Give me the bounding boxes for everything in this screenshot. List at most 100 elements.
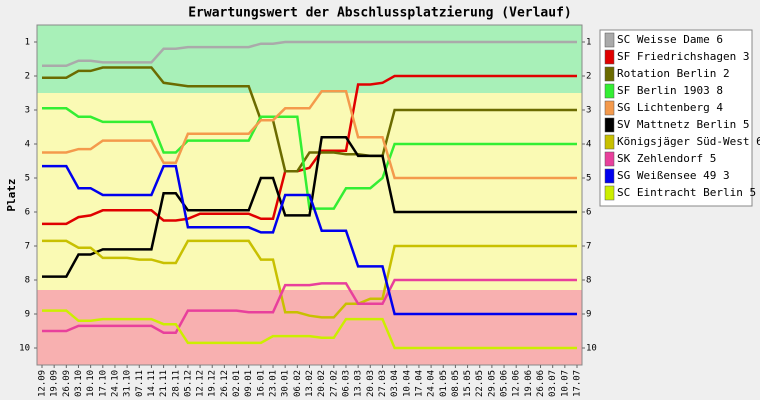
series-line (42, 66, 577, 173)
x-tick-label: 19.09 (50, 370, 60, 397)
legend-label: Rotation Berlin 2 (617, 67, 730, 80)
legend-swatch (604, 49, 615, 65)
x-tick-label: 26.06 (536, 370, 546, 397)
series-line (42, 278, 577, 334)
x-tick-label: 28.11 (171, 370, 181, 397)
y-tick-label: 4 (25, 140, 30, 150)
legend-swatch (604, 151, 615, 167)
x-tick-label: 16.01 (256, 370, 266, 397)
legend-swatch (604, 134, 615, 150)
zone-promotion (37, 25, 582, 93)
y-tick-label-right: 6 (586, 208, 591, 218)
x-tick-label: 24.04 (427, 370, 437, 397)
x-tick-label: 12.09 (38, 370, 48, 397)
x-tick-label: 06.02 (293, 370, 303, 397)
x-tick-label: 27.02 (329, 370, 339, 397)
y-tick-label-right: 3 (586, 106, 591, 116)
x-tick-label: 09.01 (244, 370, 254, 397)
x-tick-label: 22.05 (475, 370, 485, 397)
series-line (42, 164, 577, 316)
legend-label: SF Berlin 1903 8 (617, 84, 723, 97)
x-tick-label: 24.10 (110, 370, 120, 397)
x-tick-label: 02.01 (232, 370, 242, 397)
x-tick-label: 12.12 (196, 370, 206, 397)
x-tick-label: 26.12 (220, 370, 230, 397)
x-tick-label: 20.03 (366, 370, 376, 397)
x-tick-label: 01.05 (439, 370, 449, 397)
x-tick-label: 17.10 (98, 370, 108, 397)
y-tick-label: 8 (25, 276, 30, 286)
y-tick-label-right: 1 (586, 38, 591, 48)
series-line (42, 135, 577, 278)
legend-swatch (604, 185, 615, 201)
legend-swatch (604, 32, 615, 48)
chart-title: Erwartungswert der Abschlussplatzierung … (188, 6, 572, 21)
series-line (42, 40, 577, 68)
x-tick-label: 05.12 (183, 370, 193, 397)
zone-relegation (37, 290, 582, 365)
x-tick-label: 10.10 (86, 370, 96, 397)
y-tick-label: 1 (25, 38, 30, 48)
legend-label: SV Mattnetz Berlin 5 (617, 118, 749, 131)
legend-label: SC Weisse Dame 6 (617, 33, 723, 46)
x-tick-label: 15.05 (463, 370, 473, 397)
y-tick-label: 9 (25, 310, 30, 320)
x-tick-label: 21.11 (159, 370, 169, 397)
x-tick-label: 07.11 (135, 370, 145, 397)
legend-label: Königsjäger Süd-West 6 (617, 135, 760, 148)
legend-label: SF Friedrichshagen 3 (617, 50, 749, 63)
y-tick-label: 10 (19, 344, 30, 354)
x-tick-label: 10.07 (560, 370, 570, 397)
x-tick-label: 12.06 (512, 370, 522, 397)
series-line (42, 309, 577, 350)
legend-swatch (604, 117, 615, 133)
series-line (42, 90, 577, 180)
x-tick-label: 23.01 (269, 370, 279, 397)
y-tick-label-right: 8 (586, 276, 591, 286)
y-tick-label-right: 2 (586, 72, 591, 82)
y-tick-label-right: 4 (586, 140, 591, 150)
x-tick-label: 03.07 (548, 370, 558, 397)
y-tick-label: 5 (25, 174, 30, 184)
y-tick-label: 2 (25, 72, 30, 82)
x-tick-label: 10.04 (402, 370, 412, 397)
x-tick-label: 29.05 (487, 370, 497, 397)
y-tick-label-right: 9 (586, 310, 591, 320)
legend-label: SG Weißensee 49 3 (617, 169, 730, 182)
y-axis-label: Platz (5, 178, 18, 211)
legend-label: SG Lichtenberg 4 (617, 101, 723, 114)
legend-swatch (604, 168, 615, 184)
series-line (42, 239, 577, 319)
x-tick-label: 31.10 (123, 370, 133, 397)
x-tick-label: 13.02 (305, 370, 315, 397)
legend-label: SK Zehlendorf 5 (617, 152, 716, 165)
legend-box (599, 29, 753, 207)
x-tick-label: 19.12 (208, 370, 218, 397)
legend-label: SC Eintracht Berlin 5 (617, 186, 756, 199)
x-tick-label: 17.04 (414, 370, 424, 397)
y-tick-label-right: 5 (586, 174, 591, 184)
y-tick-label: 6 (25, 208, 30, 218)
y-tick-label: 3 (25, 106, 30, 116)
y-tick-label-right: 7 (586, 242, 591, 252)
y-tick-label: 7 (25, 242, 30, 252)
x-tick-label: 17.07 (573, 370, 583, 397)
x-tick-label: 27.03 (378, 370, 388, 397)
series-line (42, 74, 577, 226)
legend-swatch (604, 66, 615, 82)
x-tick-label: 14.11 (147, 370, 157, 397)
x-tick-label: 19.06 (524, 370, 534, 397)
x-tick-label: 03.10 (74, 370, 84, 397)
x-tick-label: 13.03 (354, 370, 364, 397)
x-tick-label: 26.09 (62, 370, 72, 397)
x-tick-label: 05.06 (500, 370, 510, 397)
x-tick-label: 08.05 (451, 370, 461, 397)
x-tick-label: 20.02 (317, 370, 327, 397)
x-tick-label: 30.01 (281, 370, 291, 397)
legend-swatch (604, 100, 615, 116)
legend-swatch (604, 83, 615, 99)
y-tick-label-right: 10 (586, 344, 597, 354)
x-tick-label: 03.04 (390, 370, 400, 397)
x-tick-label: 06.03 (341, 370, 351, 397)
